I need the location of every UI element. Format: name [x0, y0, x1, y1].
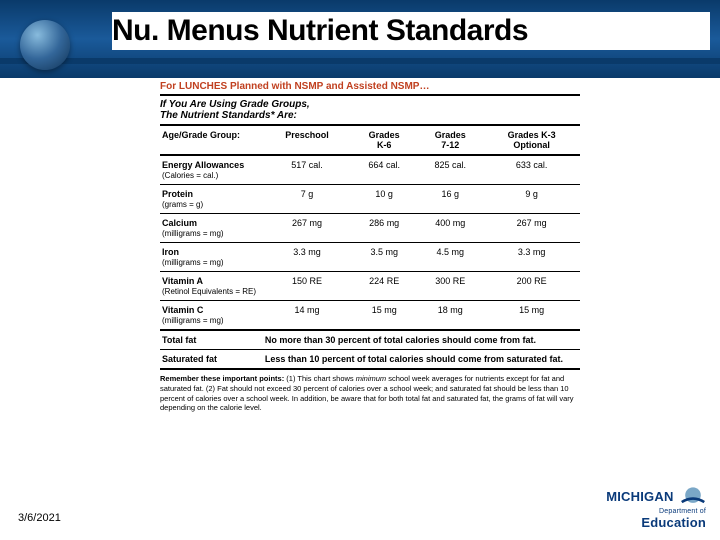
- cell: 7 g: [263, 185, 351, 214]
- logo-state: MICHIGAN: [606, 489, 673, 504]
- cell: 200 RE: [483, 272, 580, 301]
- cell: 4.5 mg: [417, 243, 483, 272]
- col-7-12: Grades7-12: [417, 126, 483, 155]
- header-accent: [0, 58, 720, 64]
- cell: 267 mg: [263, 214, 351, 243]
- col-preschool: Preschool: [263, 126, 351, 155]
- cell: 224 RE: [351, 272, 417, 301]
- cell: 286 mg: [351, 214, 417, 243]
- table-row: Protein(grams = g) 7 g 10 g 16 g 9 g: [160, 185, 580, 214]
- row-label: Vitamin A(Retinol Equivalents = RE): [160, 272, 263, 301]
- cell: 825 cal.: [417, 155, 483, 185]
- cell: 16 g: [417, 185, 483, 214]
- michigan-logo: MICHIGAN Department ofEducation: [606, 483, 706, 530]
- cell: 150 RE: [263, 272, 351, 301]
- table-row: Calcium(milligrams = mg) 267 mg 286 mg 4…: [160, 214, 580, 243]
- table-row: Vitamin C(milligrams = mg) 14 mg 15 mg 1…: [160, 301, 580, 331]
- logo-main: Education: [641, 515, 706, 530]
- row-label: Iron(milligrams = mg): [160, 243, 263, 272]
- col-k3opt: Grades K-3Optional: [483, 126, 580, 155]
- table-subhead: If You Are Using Grade Groups,The Nutrie…: [160, 96, 580, 126]
- page-title: Nu. Menus Nutrient Standards: [112, 12, 710, 50]
- cell: 9 g: [483, 185, 580, 214]
- cell: 633 cal.: [483, 155, 580, 185]
- cell: 517 cal.: [263, 155, 351, 185]
- nutrient-table: Age/Grade Group: Preschool GradesK-6 Gra…: [160, 126, 580, 370]
- row-label: Calcium(milligrams = mg): [160, 214, 263, 243]
- cell: 14 mg: [263, 301, 351, 331]
- cell-span: No more than 30 percent of total calorie…: [263, 330, 580, 350]
- table-row: Iron(milligrams = mg) 3.3 mg 3.5 mg 4.5 …: [160, 243, 580, 272]
- cell: 15 mg: [351, 301, 417, 331]
- cell: 3.3 mg: [263, 243, 351, 272]
- table-row: Saturated fatLess than 10 percent of tot…: [160, 350, 580, 370]
- row-label: Saturated fat: [160, 350, 263, 370]
- footnote: Remember these important points: (1) Thi…: [160, 370, 580, 413]
- row-label: Protein(grams = g): [160, 185, 263, 214]
- col-rowlabel: Age/Grade Group:: [160, 126, 263, 155]
- slide-date: 3/6/2021: [18, 512, 61, 524]
- row-label: Total fat: [160, 330, 263, 350]
- cell: 300 RE: [417, 272, 483, 301]
- col-k6: GradesK-6: [351, 126, 417, 155]
- row-label: Energy Allowances(Calories = cal.): [160, 155, 263, 185]
- cell-span: Less than 10 percent of total calories s…: [263, 350, 580, 370]
- table-context: For LUNCHES Planned with NSMP and Assist…: [160, 78, 580, 96]
- cell: 267 mg: [483, 214, 580, 243]
- table-row: Energy Allowances(Calories = cal.) 517 c…: [160, 155, 580, 185]
- logo-globe-icon: [680, 483, 706, 509]
- cell: 664 cal.: [351, 155, 417, 185]
- table-row: Total fatNo more than 30 percent of tota…: [160, 330, 580, 350]
- cell: 400 mg: [417, 214, 483, 243]
- cell: 3.3 mg: [483, 243, 580, 272]
- cell: 10 g: [351, 185, 417, 214]
- row-label: Vitamin C(milligrams = mg): [160, 301, 263, 331]
- cell: 3.5 mg: [351, 243, 417, 272]
- table-row: Vitamin A(Retinol Equivalents = RE) 150 …: [160, 272, 580, 301]
- globe-icon: [20, 20, 70, 70]
- cell: 18 mg: [417, 301, 483, 331]
- cell: 15 mg: [483, 301, 580, 331]
- standards-table-region: For LUNCHES Planned with NSMP and Assist…: [160, 78, 580, 413]
